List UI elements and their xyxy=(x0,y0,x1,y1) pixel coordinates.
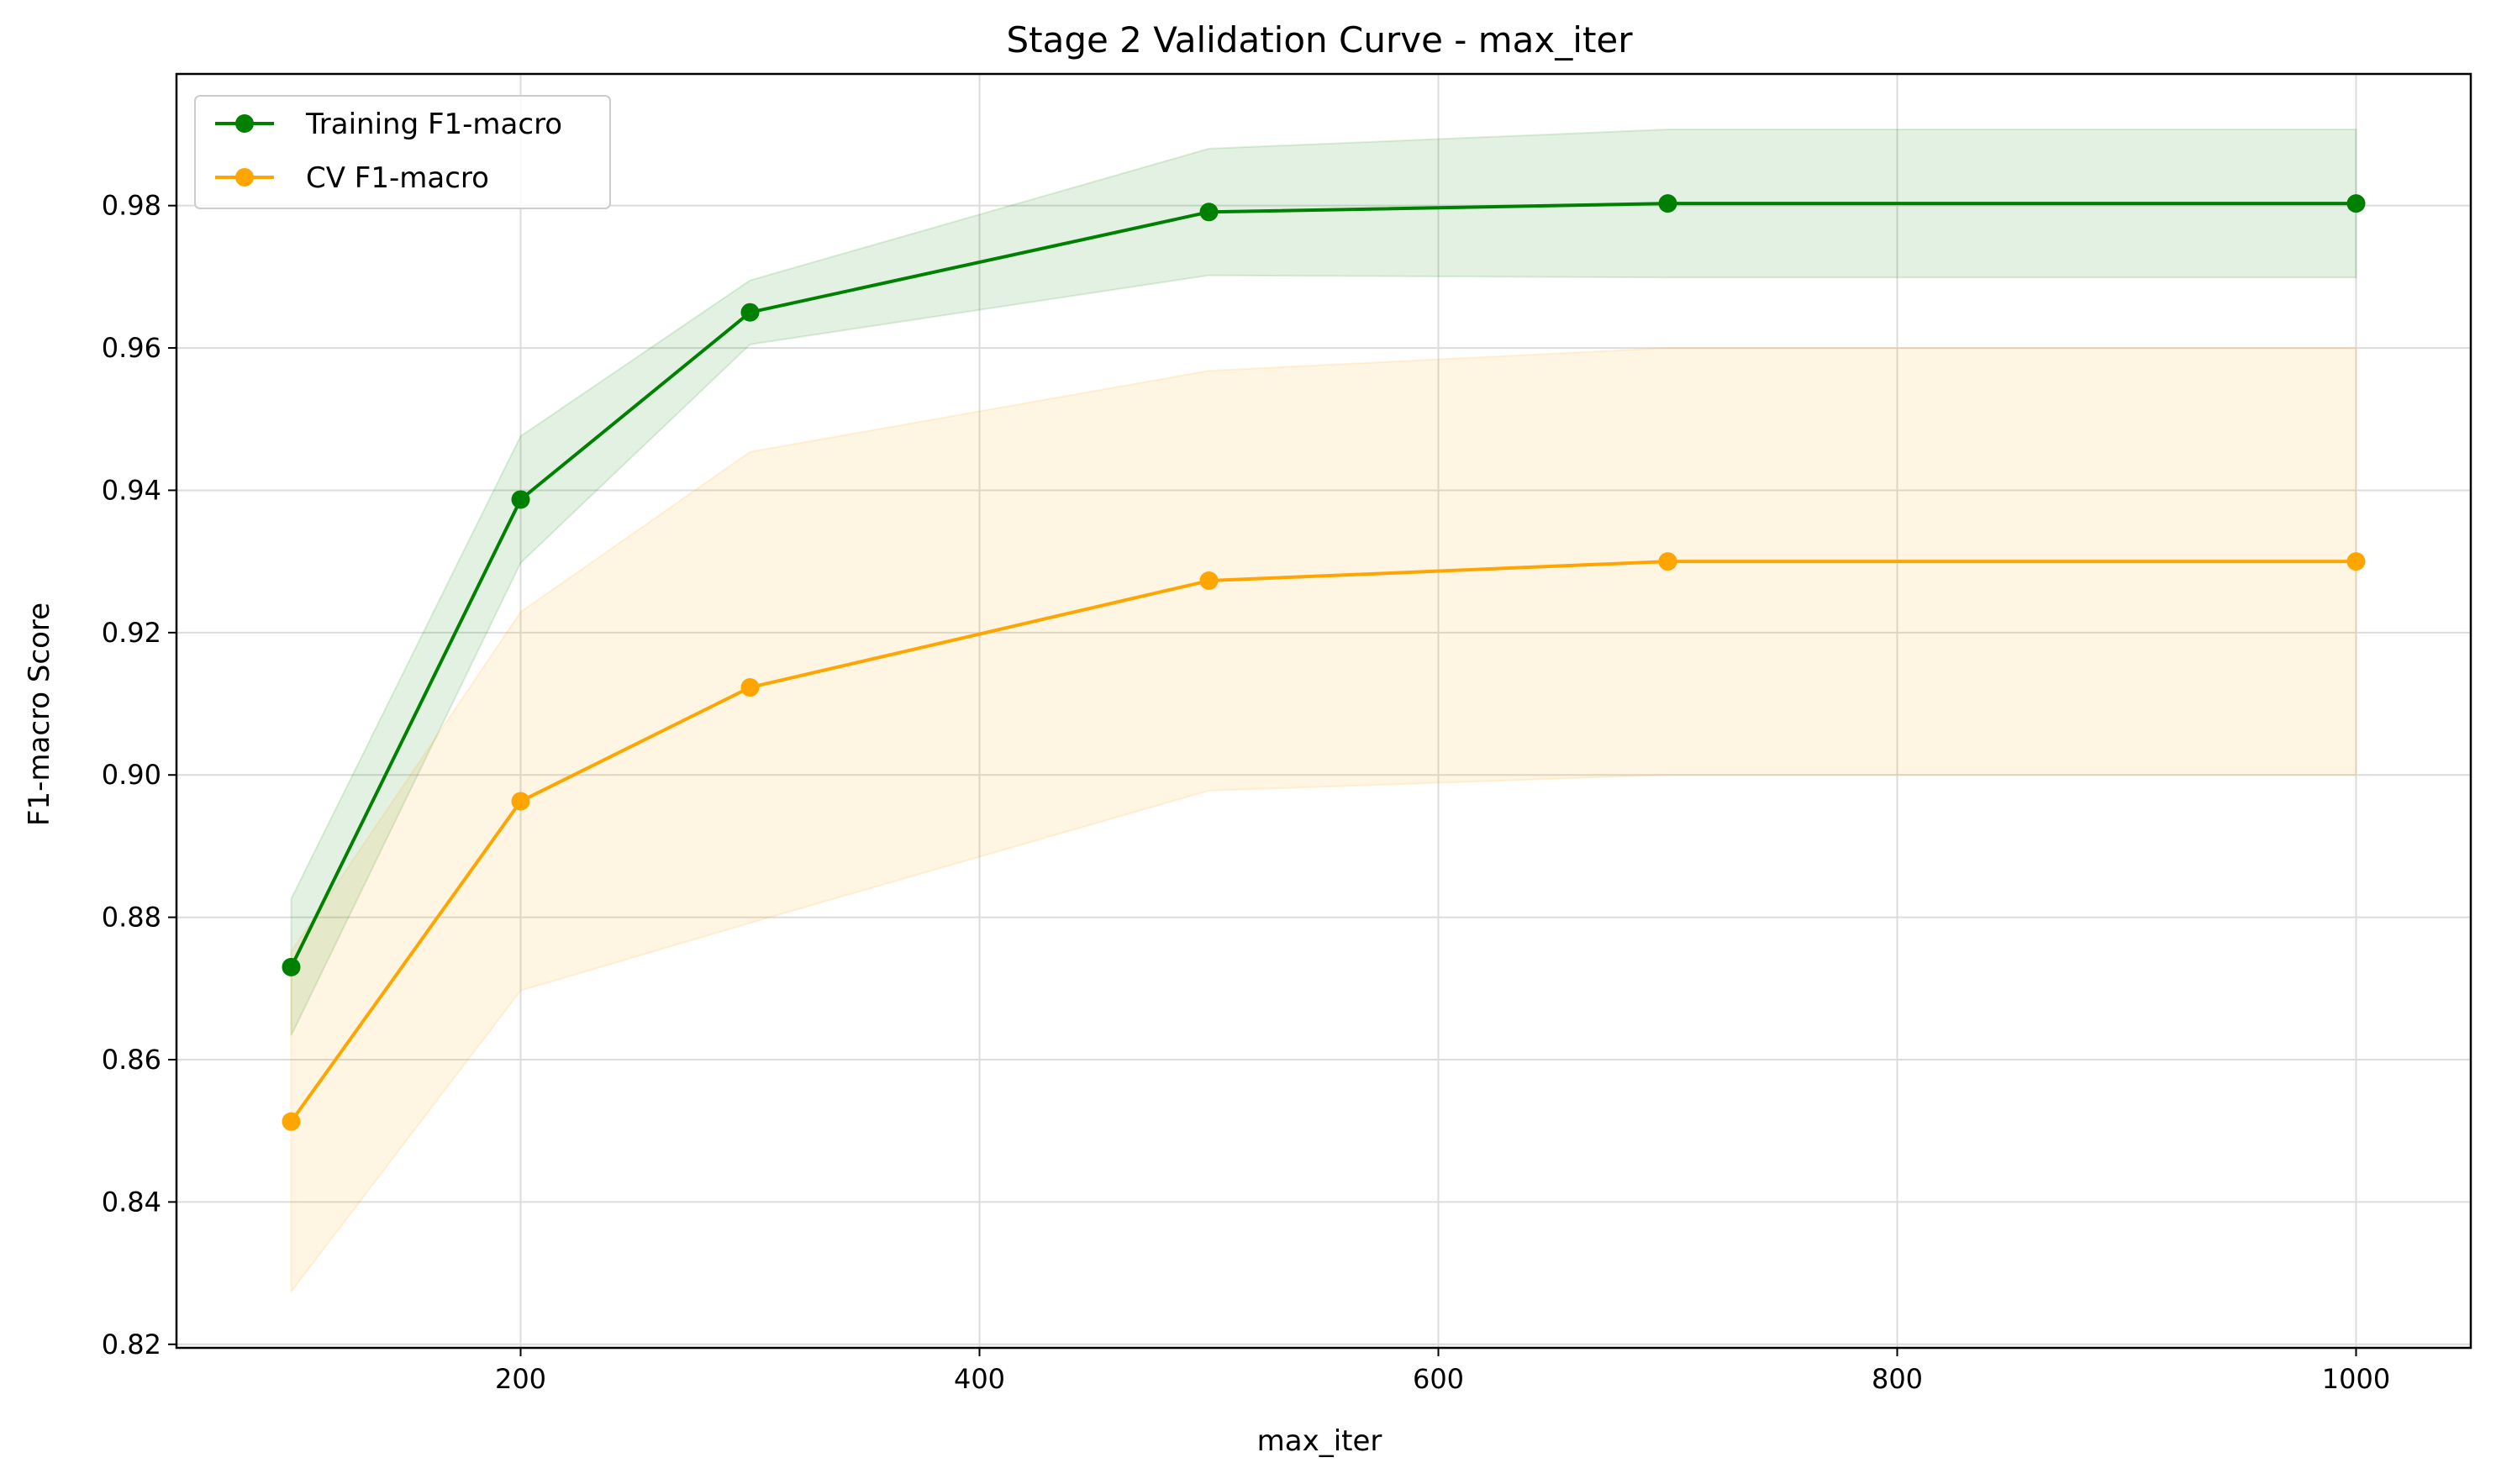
x-axis-title: max_iter xyxy=(1257,1424,1382,1458)
x-tick-label: 200 xyxy=(495,1363,546,1395)
point-layer xyxy=(282,194,2366,1131)
y-tick-label: 0.98 xyxy=(102,190,161,222)
line-layer xyxy=(289,202,2356,1123)
confidence-band-cv xyxy=(290,347,2357,1295)
legend: Training F1-macro CV F1-macro xyxy=(194,95,611,209)
data-point-cv xyxy=(740,678,760,697)
data-point-training xyxy=(511,490,530,509)
series-line-cv xyxy=(289,560,2356,1123)
data-point-cv xyxy=(2346,552,2366,571)
x-tick-label: 400 xyxy=(954,1363,1005,1395)
x-tick-label: 1000 xyxy=(2322,1363,2390,1395)
band-layer xyxy=(290,129,2357,1295)
data-point-training xyxy=(1658,194,1677,213)
data-point-cv xyxy=(1658,552,1677,571)
grid-layer xyxy=(176,74,2471,1348)
y-tick-label: 0.82 xyxy=(102,1329,161,1360)
data-point-training xyxy=(2346,194,2366,213)
legend-box xyxy=(194,95,611,209)
data-point-cv xyxy=(1199,571,1219,591)
y-axis-title: F1-macro Score xyxy=(23,603,56,826)
y-tick-label: 0.90 xyxy=(102,759,161,791)
data-point-cv xyxy=(282,1112,301,1131)
x-tick-label: 600 xyxy=(1413,1363,1464,1395)
y-tick-label: 0.96 xyxy=(102,332,161,364)
legend-label-training: Training F1-macro xyxy=(305,108,562,141)
data-point-training xyxy=(282,957,301,976)
legend-marker-training xyxy=(235,114,254,133)
y-tick-label: 0.86 xyxy=(102,1044,161,1076)
y-tick-label: 0.84 xyxy=(102,1186,161,1218)
series-line-training xyxy=(289,202,2356,968)
x-tick-layer: 200 400 600 800 1000 xyxy=(495,1348,2390,1395)
y-tick-layer: 0.82 0.84 0.86 0.88 0.90 0.92 0.94 0.96 0.98 xyxy=(102,190,176,1360)
legend-marker-cv xyxy=(235,168,254,187)
data-point-cv xyxy=(511,792,530,811)
legend-label-cv: CV F1-macro xyxy=(306,161,489,195)
data-point-training xyxy=(740,303,760,322)
y-tick-label: 0.94 xyxy=(102,474,161,506)
plot-frame xyxy=(175,72,2472,1350)
y-tick-label: 0.92 xyxy=(102,617,161,649)
x-tick-label: 800 xyxy=(1872,1363,1923,1395)
chart-title: Stage 2 Validation Curve - max_iter xyxy=(1006,19,1633,61)
data-point-training xyxy=(1199,203,1219,222)
y-tick-label: 0.88 xyxy=(102,902,161,934)
confidence-band-training xyxy=(290,129,2357,1036)
